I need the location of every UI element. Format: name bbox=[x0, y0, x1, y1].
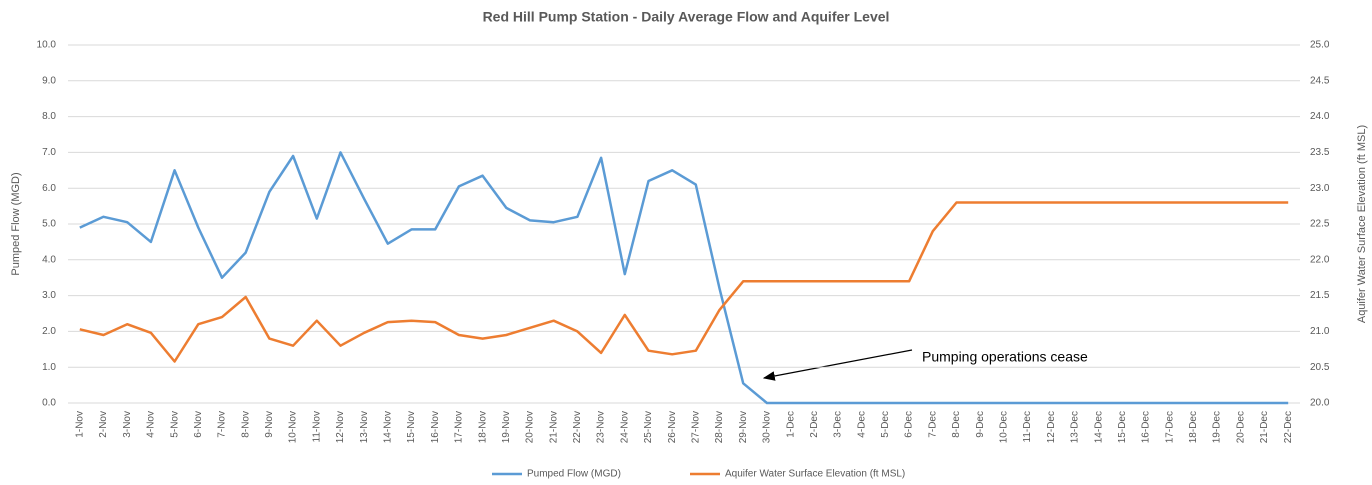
y-tick-label: 6.0 bbox=[42, 183, 56, 194]
x-tick-label: 18-Nov bbox=[477, 411, 488, 443]
x-tick-label: 14-Nov bbox=[382, 411, 393, 443]
x-tick-label: 16-Dec bbox=[1141, 411, 1152, 443]
x-tick-label: 1-Nov bbox=[74, 411, 85, 438]
x-tick-label: 1-Dec bbox=[785, 411, 796, 438]
x-tick-label: 12-Dec bbox=[1046, 411, 1057, 443]
x-tick-label: 9-Dec bbox=[975, 411, 986, 438]
y2-tick-label: 20.5 bbox=[1310, 362, 1330, 373]
y-tick-label: 3.0 bbox=[42, 290, 56, 301]
x-tick-label: 10-Dec bbox=[998, 411, 1009, 443]
x-tick-label: 19-Dec bbox=[1212, 411, 1223, 443]
x-tick-label: 8-Nov bbox=[240, 411, 251, 438]
y2-tick-label: 20.0 bbox=[1310, 398, 1330, 409]
y-tick-label: 0.0 bbox=[42, 398, 56, 409]
y2-tick-label: 24.0 bbox=[1310, 111, 1330, 122]
y-tick-label: 5.0 bbox=[42, 219, 56, 230]
series-line bbox=[79, 201, 1289, 363]
x-tick-label: 4-Dec bbox=[856, 411, 867, 438]
x-tick-label: 30-Nov bbox=[762, 411, 773, 443]
x-tick-label: 20-Dec bbox=[1235, 411, 1246, 443]
x-tick-label: 29-Nov bbox=[738, 411, 749, 443]
x-tick-label: 3-Dec bbox=[833, 411, 844, 438]
annotation: Pumping operations cease bbox=[922, 349, 1088, 365]
y2-tick-label: 22.5 bbox=[1310, 219, 1330, 230]
y2-tick-label: 23.5 bbox=[1310, 147, 1330, 158]
x-tick-label: 23-Nov bbox=[596, 411, 607, 443]
y2-tick-label: 24.5 bbox=[1310, 75, 1330, 86]
x-tick-label: 22-Dec bbox=[1283, 411, 1294, 443]
annotation-arrow bbox=[762, 349, 913, 381]
x-tick-label: 4-Nov bbox=[146, 411, 157, 438]
y2-tick-label: 22.0 bbox=[1310, 254, 1330, 265]
y2-tick-label: 23.0 bbox=[1310, 183, 1330, 194]
x-tick-label: 3-Nov bbox=[122, 411, 133, 438]
x-tick-label: 2-Nov bbox=[98, 411, 109, 438]
x-tick-label: 21-Dec bbox=[1259, 411, 1270, 443]
x-tick-label: 13-Nov bbox=[359, 411, 370, 443]
x-tick-label: 6-Nov bbox=[193, 411, 204, 438]
x-tick-label: 12-Nov bbox=[335, 411, 346, 443]
legend-label: Aquifer Water Surface Elevation (ft MSL) bbox=[725, 469, 905, 480]
x-tick-label: 7-Nov bbox=[217, 411, 228, 438]
y2-tick-label: 21.0 bbox=[1310, 326, 1330, 337]
x-tick-label: 8-Dec bbox=[951, 411, 962, 438]
x-tick-label: 17-Nov bbox=[454, 411, 465, 443]
x-tick-label: 14-Dec bbox=[1093, 411, 1104, 443]
x-tick-label: 20-Nov bbox=[525, 411, 536, 443]
x-tick-label: 6-Dec bbox=[904, 411, 915, 438]
y-tick-label: 8.0 bbox=[42, 111, 56, 122]
x-tick-label: 5-Dec bbox=[880, 411, 891, 438]
x-tick-label: 10-Nov bbox=[288, 411, 299, 443]
x-tick-label: 19-Nov bbox=[501, 411, 512, 443]
x-tick-label: 9-Nov bbox=[264, 411, 275, 438]
series-line bbox=[79, 151, 1289, 405]
y-tick-label: 9.0 bbox=[42, 75, 56, 86]
x-tick-label: 16-Nov bbox=[430, 411, 441, 443]
y2-axis-title: Aquifer Water Surface Elevation (ft MSL) bbox=[1356, 125, 1368, 323]
x-tick-label: 2-Dec bbox=[809, 411, 820, 438]
y-tick-label: 1.0 bbox=[42, 362, 56, 373]
x-tick-label: 15-Nov bbox=[406, 411, 417, 443]
x-tick-label: 22-Nov bbox=[572, 411, 583, 443]
y-axis-title: Pumped Flow (MGD) bbox=[10, 172, 22, 275]
x-tick-label: 13-Dec bbox=[1070, 411, 1081, 443]
x-tick-label: 21-Nov bbox=[548, 411, 559, 443]
x-tick-label: 25-Nov bbox=[643, 411, 654, 443]
chart-title: Red Hill Pump Station - Daily Average Fl… bbox=[483, 9, 890, 25]
x-tick-label: 7-Dec bbox=[927, 411, 938, 438]
y-tick-label: 7.0 bbox=[42, 147, 56, 158]
x-tick-label: 18-Dec bbox=[1188, 411, 1199, 443]
x-tick-label: 15-Dec bbox=[1117, 411, 1128, 443]
x-tick-label: 27-Nov bbox=[690, 411, 701, 443]
x-tick-label: 17-Dec bbox=[1164, 411, 1175, 443]
x-tick-label: 26-Nov bbox=[667, 411, 678, 443]
y2-tick-label: 25.0 bbox=[1310, 40, 1330, 51]
y-tick-label: 10.0 bbox=[37, 40, 57, 51]
x-tick-label: 11-Nov bbox=[311, 411, 322, 443]
x-tick-label: 5-Nov bbox=[169, 411, 180, 438]
y2-tick-label: 21.5 bbox=[1310, 290, 1330, 301]
y-tick-label: 2.0 bbox=[42, 326, 56, 337]
legend-label: Pumped Flow (MGD) bbox=[527, 469, 621, 480]
y-tick-label: 4.0 bbox=[42, 254, 56, 265]
x-tick-label: 24-Nov bbox=[619, 411, 630, 443]
x-tick-label: 28-Nov bbox=[714, 411, 725, 443]
x-tick-label: 11-Dec bbox=[1022, 411, 1033, 443]
